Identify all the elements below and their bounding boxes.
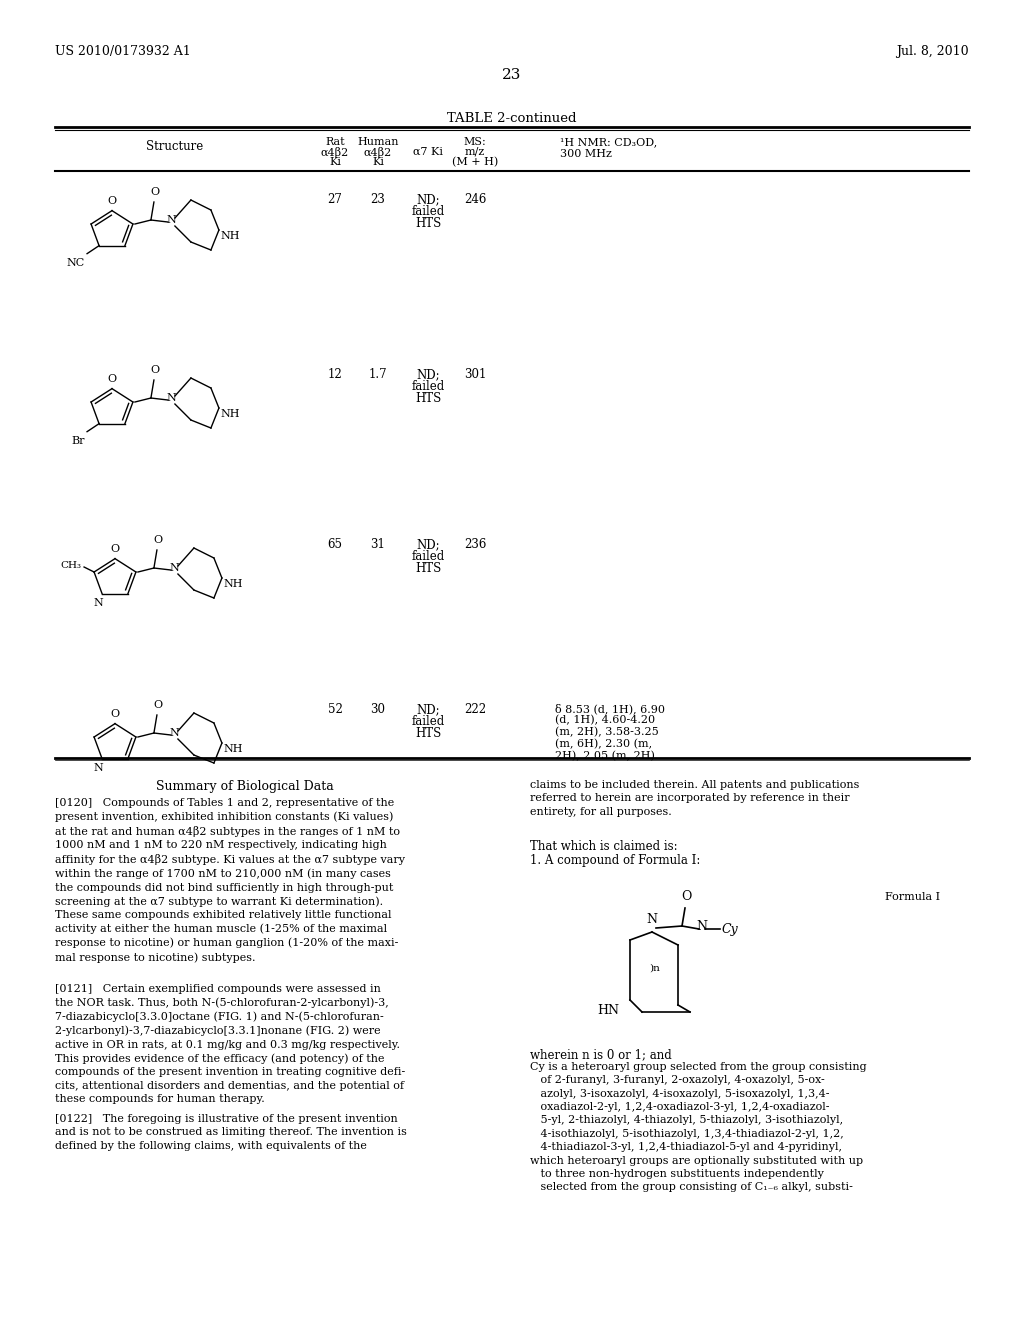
Text: N: N <box>696 920 708 933</box>
Text: ND;: ND; <box>416 539 440 550</box>
Text: 300 MHz: 300 MHz <box>560 149 612 158</box>
Text: N: N <box>646 913 657 927</box>
Text: NH: NH <box>224 579 244 589</box>
Text: HTS: HTS <box>415 392 441 405</box>
Text: HN: HN <box>597 1003 618 1016</box>
Text: Summary of Biological Data: Summary of Biological Data <box>156 780 334 793</box>
Text: 301: 301 <box>464 368 486 381</box>
Text: O: O <box>108 374 117 384</box>
Text: NH: NH <box>221 231 241 242</box>
Text: Ki: Ki <box>329 157 341 168</box>
Text: CH₃: CH₃ <box>60 561 81 569</box>
Text: N: N <box>169 729 179 738</box>
Text: 236: 236 <box>464 539 486 550</box>
Text: NH: NH <box>224 744 244 754</box>
Text: (d, 1H), 4.60-4.20: (d, 1H), 4.60-4.20 <box>555 715 655 726</box>
Text: (M + H): (M + H) <box>452 157 498 168</box>
Text: N: N <box>93 598 103 607</box>
Text: N: N <box>166 393 176 403</box>
Text: (m, 6H), 2.30 (m,: (m, 6H), 2.30 (m, <box>555 739 652 750</box>
Text: 65: 65 <box>328 539 342 550</box>
Text: HTS: HTS <box>415 727 441 741</box>
Text: 222: 222 <box>464 704 486 715</box>
Text: HTS: HTS <box>415 216 441 230</box>
Text: ND;: ND; <box>416 368 440 381</box>
Text: failed: failed <box>412 380 444 393</box>
Text: 31: 31 <box>371 539 385 550</box>
Text: O: O <box>154 535 163 545</box>
Text: 246: 246 <box>464 193 486 206</box>
Text: (m, 2H), 3.58-3.25: (m, 2H), 3.58-3.25 <box>555 727 658 738</box>
Text: US 2010/0173932 A1: US 2010/0173932 A1 <box>55 45 190 58</box>
Text: 30: 30 <box>371 704 385 715</box>
Text: α4β2: α4β2 <box>364 147 392 158</box>
Text: O: O <box>151 366 160 375</box>
Text: O: O <box>154 700 163 710</box>
Text: ND;: ND; <box>416 193 440 206</box>
Text: O: O <box>111 544 120 553</box>
Text: 23: 23 <box>371 193 385 206</box>
Text: ¹H NMR: CD₃OD,: ¹H NMR: CD₃OD, <box>560 137 657 147</box>
Text: NC: NC <box>67 257 85 268</box>
Text: 27: 27 <box>328 193 342 206</box>
Text: failed: failed <box>412 205 444 218</box>
Text: Br: Br <box>72 436 85 446</box>
Text: 52: 52 <box>328 704 342 715</box>
Text: )n: )n <box>649 964 660 973</box>
Text: 23: 23 <box>503 69 521 82</box>
Text: m/z: m/z <box>465 147 485 157</box>
Text: claims to be included therein. All patents and publications
referred to herein a: claims to be included therein. All paten… <box>530 780 859 817</box>
Text: ND;: ND; <box>416 704 440 715</box>
Text: Structure: Structure <box>146 140 204 153</box>
Text: δ 8.53 (d, 1H), 6.90: δ 8.53 (d, 1H), 6.90 <box>555 704 665 714</box>
Text: α7 Ki: α7 Ki <box>413 147 443 157</box>
Text: 2H), 2.05 (m, 2H): 2H), 2.05 (m, 2H) <box>555 751 655 762</box>
Text: Human: Human <box>357 137 398 147</box>
Text: MS:: MS: <box>464 137 486 147</box>
Text: Rat: Rat <box>326 137 345 147</box>
Text: N: N <box>169 564 179 573</box>
Text: N: N <box>166 215 176 224</box>
Text: [0120]   Compounds of Tables 1 and 2, representative of the
present invention, e: [0120] Compounds of Tables 1 and 2, repr… <box>55 799 406 962</box>
Text: failed: failed <box>412 550 444 564</box>
Text: NH: NH <box>221 409 241 418</box>
Text: TABLE 2-continued: TABLE 2-continued <box>447 112 577 125</box>
Text: α4β2: α4β2 <box>321 147 349 158</box>
Text: 12: 12 <box>328 368 342 381</box>
Text: O: O <box>108 195 117 206</box>
Text: [0121]   Certain exemplified compounds were assessed in
the NOR task. Thus, both: [0121] Certain exemplified compounds wer… <box>55 983 406 1104</box>
Text: [0122]   The foregoing is illustrative of the present invention
and is not to be: [0122] The foregoing is illustrative of … <box>55 1114 407 1151</box>
Text: failed: failed <box>412 715 444 729</box>
Text: Cy is a heteroaryl group selected from the group consisting
   of 2-furanyl, 3-f: Cy is a heteroaryl group selected from t… <box>530 1063 866 1192</box>
Text: wherein n is 0 or 1; and: wherein n is 0 or 1; and <box>530 1048 672 1061</box>
Text: O: O <box>111 709 120 718</box>
Text: Formula I: Formula I <box>885 892 940 902</box>
Text: O: O <box>151 187 160 197</box>
Text: 1.7: 1.7 <box>369 368 387 381</box>
Text: Jul. 8, 2010: Jul. 8, 2010 <box>896 45 969 58</box>
Text: O: O <box>681 890 691 903</box>
Text: N: N <box>93 763 103 772</box>
Text: Ki: Ki <box>372 157 384 168</box>
Text: 1. A compound of Formula I:: 1. A compound of Formula I: <box>530 854 700 867</box>
Text: HTS: HTS <box>415 562 441 576</box>
Text: That which is claimed is:: That which is claimed is: <box>530 840 678 853</box>
Text: Cy: Cy <box>722 923 738 936</box>
